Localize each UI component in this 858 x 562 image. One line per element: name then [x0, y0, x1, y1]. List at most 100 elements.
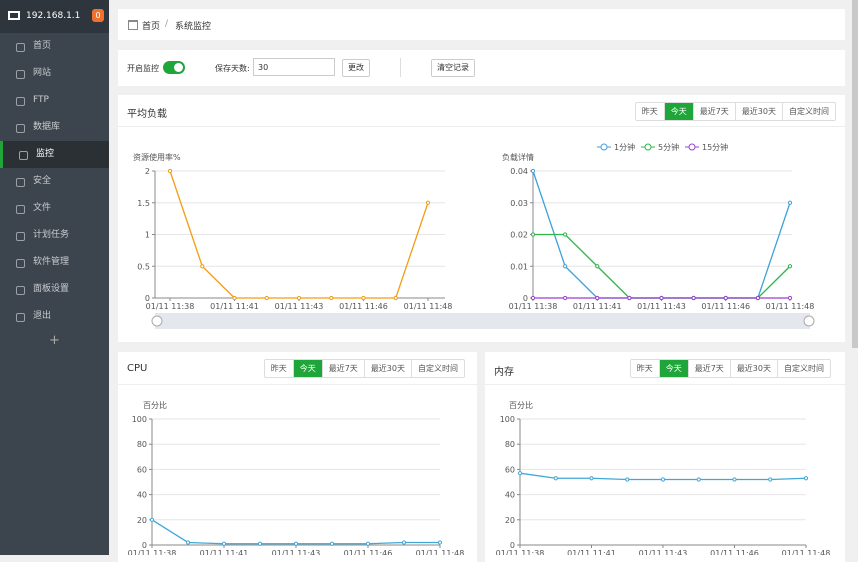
data-point [530, 168, 536, 174]
tab[interactable]: 今天 [658, 360, 688, 377]
data-point [787, 200, 793, 205]
cpu-panel: CPU 昨天 今天 最近7天 最近30天 自定义时间 [118, 352, 477, 562]
breadcrumb-separator: / [165, 19, 169, 29]
x-tick-label: 01/11 11:43 [275, 302, 324, 311]
y-tick-label: 2 [145, 167, 150, 176]
data-point [691, 295, 696, 301]
menu-item[interactable]: 文件 [0, 195, 109, 222]
tab[interactable]: 今天 [292, 360, 322, 377]
data-point [401, 540, 407, 545]
menu-item[interactable]: FTP [0, 87, 109, 114]
menu-item[interactable]: 安全 [0, 168, 109, 195]
tabs: 昨天 今天 最近7天 最近30天 自定义时间 [634, 102, 836, 121]
menu-label: 网站 [33, 68, 52, 78]
tabs: 昨天 今天 最近7天 最近30天 自定义时间 [629, 359, 831, 378]
breadcrumb-home[interactable]: 首页 [142, 22, 161, 32]
data-point [595, 264, 600, 269]
menu-icon [16, 97, 25, 106]
zoom-handle[interactable] [151, 315, 163, 327]
load-panel: 平均负载 昨天 今天 最近7天 最近30天 自定义时间 [118, 95, 845, 342]
x-tick-label: 01/11 11:43 [272, 549, 321, 555]
menu-item[interactable]: 数据库 [0, 114, 109, 141]
x-tick-label: 01/11 11:41 [567, 549, 616, 555]
x-tick-label: 01/11 11:38 [128, 549, 177, 555]
panel-title: CPU [127, 363, 148, 374]
clear-button[interactable]: 清空记录 [431, 59, 475, 77]
menu-item[interactable]: 软件管理 [0, 249, 109, 276]
menu-label: 退出 [33, 311, 52, 321]
data-point [732, 477, 737, 482]
data-point [755, 295, 760, 301]
panel-title: 平均负载 [127, 109, 167, 120]
change-button[interactable]: 更改 [342, 59, 370, 77]
data-point [361, 295, 366, 301]
host-icon [8, 11, 20, 20]
toggle-knob [174, 63, 183, 72]
y-tick-label: 20 [505, 516, 515, 525]
data-point [200, 264, 205, 269]
host: 192.168.1.1 [26, 11, 81, 21]
y-tick-label: 0.5 [137, 262, 150, 271]
menu-label: FTP [33, 95, 49, 105]
tab[interactable]: 最近30天 [734, 103, 782, 120]
y-tick-label: 1 [145, 231, 150, 240]
x-tick-label: 01/11 11:38 [496, 549, 545, 555]
data-point [563, 232, 568, 237]
tab[interactable]: 昨天 [641, 107, 658, 116]
menu-label: 首页 [33, 41, 52, 51]
tab[interactable]: 昨天 [270, 364, 287, 373]
menu-item[interactable]: 退出 [0, 303, 109, 330]
y-tick-label: 1.5 [137, 199, 150, 208]
data-point [232, 295, 237, 301]
menu-item[interactable]: 监控 [0, 141, 109, 168]
data-point [768, 477, 773, 482]
data-point [696, 477, 701, 482]
menu-item[interactable]: 计划任务 [0, 222, 109, 249]
x-tick-label: 01/11 11:43 [637, 302, 686, 311]
data-point [425, 200, 431, 205]
data-point [257, 541, 263, 546]
divider [118, 126, 845, 127]
menu-item[interactable]: 首页 [0, 33, 109, 60]
x-tick-label: 01/11 11:41 [573, 302, 622, 311]
y-tick-label: 0.03 [510, 199, 528, 208]
menu-icon [16, 259, 25, 268]
y-axis-label: 资源使用率% [133, 152, 181, 162]
tab[interactable]: 自定义时间 [782, 103, 835, 120]
monitor-toggle[interactable] [163, 61, 185, 74]
data-point [264, 295, 269, 301]
y-tick-label: 40 [137, 491, 147, 500]
legend-marker [644, 143, 652, 151]
y-tick-label: 0.01 [510, 262, 528, 271]
x-tick-label: 01/11 11:46 [339, 302, 388, 311]
tab[interactable]: 自定义时间 [411, 360, 464, 377]
tab[interactable]: 最近30天 [363, 360, 411, 377]
x-tick-label: 01/11 11:38 [146, 302, 195, 311]
add-button[interactable]: + [49, 333, 60, 348]
legend-label: 1分钟 [614, 142, 635, 152]
menu-label: 监控 [36, 149, 55, 159]
y-axis-label: 百分比 [143, 400, 167, 410]
legend-marker [600, 143, 608, 151]
tab[interactable]: 昨天 [636, 364, 653, 373]
tab[interactable]: 最近7天 [692, 103, 735, 120]
scrollbar[interactable] [852, 0, 858, 348]
menu-item[interactable]: 面板设置 [0, 276, 109, 303]
tab[interactable]: 今天 [663, 103, 693, 120]
data-point [563, 295, 568, 301]
days-input[interactable]: 30 [253, 58, 335, 76]
data-point [393, 295, 398, 301]
x-tick-label: 01/11 11:48 [404, 302, 453, 311]
menu-icon [16, 43, 25, 52]
zoom-handle[interactable] [803, 315, 815, 327]
tab[interactable]: 最近7天 [687, 360, 730, 377]
zoom-slider[interactable] [155, 313, 810, 329]
menu-icon [16, 286, 25, 295]
menu-item[interactable]: 网站 [0, 60, 109, 87]
data-point [553, 476, 558, 481]
tab[interactable]: 最近30天 [729, 360, 777, 377]
tab[interactable]: 自定义时间 [777, 360, 830, 377]
data-point [659, 295, 664, 301]
y-tick-label: 60 [505, 465, 515, 474]
tab[interactable]: 最近7天 [321, 360, 364, 377]
